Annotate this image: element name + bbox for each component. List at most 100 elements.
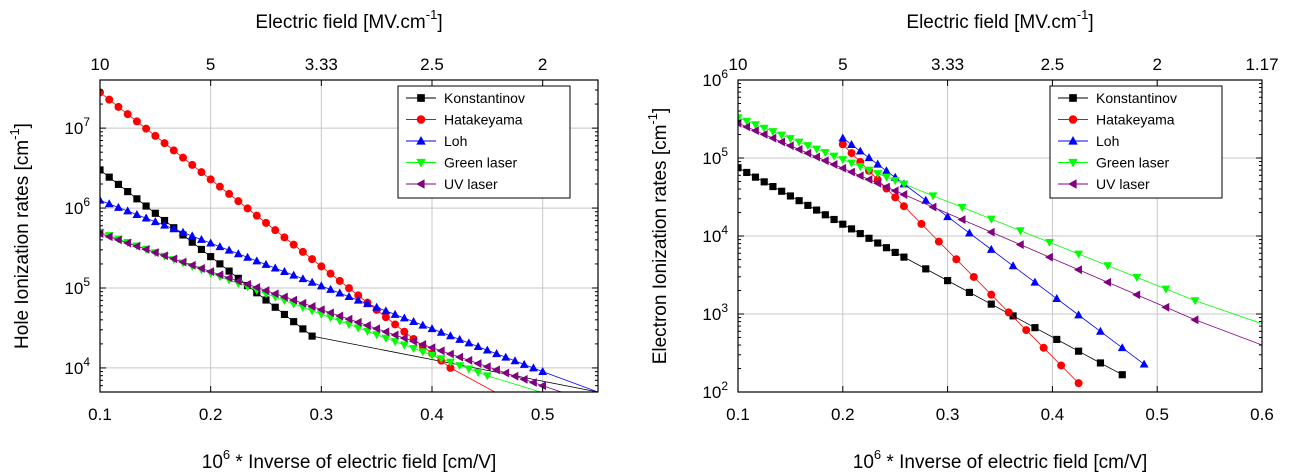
x-tick-label: 0.1 <box>726 405 750 424</box>
data-point <box>865 234 873 242</box>
data-point <box>160 220 169 229</box>
data-point <box>132 241 141 251</box>
data-point <box>891 193 900 202</box>
data-point <box>900 253 908 261</box>
data-point <box>325 308 334 318</box>
data-point <box>742 117 752 126</box>
data-point <box>795 197 803 205</box>
data-point <box>142 124 151 133</box>
data-point <box>206 267 215 276</box>
data-point <box>446 358 455 367</box>
legend-label: Loh <box>1096 133 1119 149</box>
data-point <box>123 110 132 119</box>
data-point <box>307 302 316 311</box>
data-point <box>326 284 335 293</box>
data-point <box>317 262 326 271</box>
legend-label: Loh <box>444 133 467 149</box>
x-tick-label: 0.4 <box>420 405 444 424</box>
data-point <box>1009 312 1017 320</box>
y-tick-label: 104 <box>64 355 90 378</box>
data-point <box>344 321 354 330</box>
data-point <box>501 368 510 378</box>
data-point <box>482 372 492 381</box>
data-point <box>538 381 547 391</box>
data-point <box>1117 343 1127 352</box>
data-point <box>1139 359 1149 368</box>
data-point <box>928 202 937 212</box>
data-point <box>820 149 830 158</box>
legend-label: UV laser <box>444 176 498 192</box>
top-axis-label: Electric field [MV.cm-1] <box>906 7 1093 33</box>
data-point <box>390 309 400 318</box>
data-point <box>812 145 822 154</box>
data-point <box>768 133 777 143</box>
x-tick-label: 0.2 <box>831 405 855 424</box>
data-point <box>519 374 528 384</box>
data-point <box>899 202 908 211</box>
data-point <box>965 228 974 237</box>
data-point <box>743 168 751 177</box>
data-point <box>399 313 409 322</box>
data-point <box>1161 302 1170 312</box>
data-point <box>123 238 132 248</box>
data-point <box>206 175 215 184</box>
series-line-konstantinov <box>100 169 598 392</box>
data-point <box>270 263 280 272</box>
data-point <box>455 362 465 371</box>
data-point <box>233 276 242 286</box>
data-point <box>855 163 865 172</box>
data-point <box>738 164 742 172</box>
plot-frame <box>99 79 599 393</box>
data-point <box>881 182 890 192</box>
data-point <box>197 245 206 253</box>
data-point <box>491 365 500 375</box>
data-point <box>464 355 473 365</box>
x-tick-label: 0.5 <box>531 405 555 424</box>
data-point <box>785 141 794 151</box>
data-point <box>132 209 142 218</box>
data-point <box>391 320 400 329</box>
data-point <box>882 166 891 175</box>
data-point <box>399 333 408 343</box>
legend-marker <box>416 136 426 145</box>
y-tick-label: 102 <box>702 379 728 402</box>
data-point <box>261 259 271 268</box>
data-point <box>969 272 978 281</box>
data-point <box>1008 261 1018 270</box>
data-point <box>1074 379 1083 388</box>
data-point <box>427 324 437 333</box>
legend-label: Hatakeyama <box>444 112 523 128</box>
data-point <box>197 234 206 243</box>
data-point <box>363 299 372 308</box>
legend-box <box>1049 85 1223 199</box>
data-point <box>1132 273 1142 282</box>
data-point <box>803 142 813 151</box>
data-point <box>891 248 899 256</box>
data-point <box>528 378 537 387</box>
data-point <box>1053 335 1061 344</box>
data-point <box>510 356 520 365</box>
data-point <box>759 129 768 139</box>
legend-label: Green laser <box>1096 155 1169 171</box>
data-point <box>316 305 325 315</box>
legend-marker <box>1068 179 1077 189</box>
legend-label: Hatakeyama <box>1096 112 1175 128</box>
data-point <box>1190 297 1200 306</box>
data-point <box>114 180 123 188</box>
data-point <box>298 274 308 283</box>
data-point <box>839 220 847 228</box>
data-point <box>864 166 874 175</box>
legend-marker <box>416 158 426 168</box>
data-point <box>372 331 382 340</box>
data-point <box>243 204 252 213</box>
data-point <box>1052 294 1062 303</box>
x-axis-label: 106 * Inverse of electric field [cm/V] <box>202 447 496 473</box>
data-point <box>104 232 113 242</box>
data-point <box>206 238 216 247</box>
data-point <box>362 321 371 330</box>
top-tick-label: 10 <box>729 55 748 74</box>
data-point <box>381 334 391 343</box>
data-point <box>123 206 133 215</box>
plot-electron: 0.1 0.2 0.3 0.4 0.5 0.610 5 3.33 2.5 2 1.171021031… <box>645 7 1279 473</box>
data-point <box>242 279 251 289</box>
